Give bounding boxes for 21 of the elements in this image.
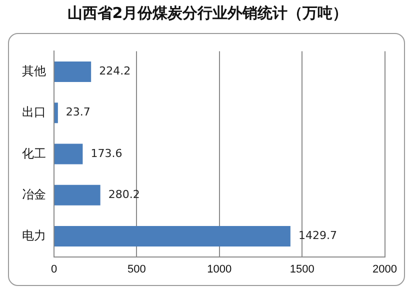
- bar: [54, 61, 92, 82]
- y-tick-label: 冶金: [22, 187, 46, 202]
- x-tick-label: 0: [50, 263, 58, 276]
- y-tick-label: 化工: [22, 146, 46, 160]
- y-tick-label: 其他: [22, 64, 46, 78]
- x-tick-label: 1000: [207, 263, 232, 276]
- bar: [54, 102, 58, 124]
- data-label: 280.2: [108, 188, 140, 201]
- data-label: 23.7: [66, 106, 90, 119]
- x-tick-label: 500: [128, 263, 146, 276]
- y-tick-label: 电力: [22, 228, 46, 243]
- x-tick-label: 1500: [290, 263, 314, 276]
- chart-title: 山西省2月份煤炭分行业外销统计（万吨）: [66, 4, 349, 23]
- data-label: 1429.7: [298, 229, 337, 242]
- y-tick-label: 出口: [22, 105, 46, 120]
- bar: [54, 226, 290, 247]
- x-tick-label: 2000: [372, 263, 398, 276]
- bar: [54, 144, 83, 164]
- bar: [54, 184, 100, 206]
- data-label: 173.6: [90, 146, 122, 160]
- data-label: 224.2: [99, 64, 131, 78]
